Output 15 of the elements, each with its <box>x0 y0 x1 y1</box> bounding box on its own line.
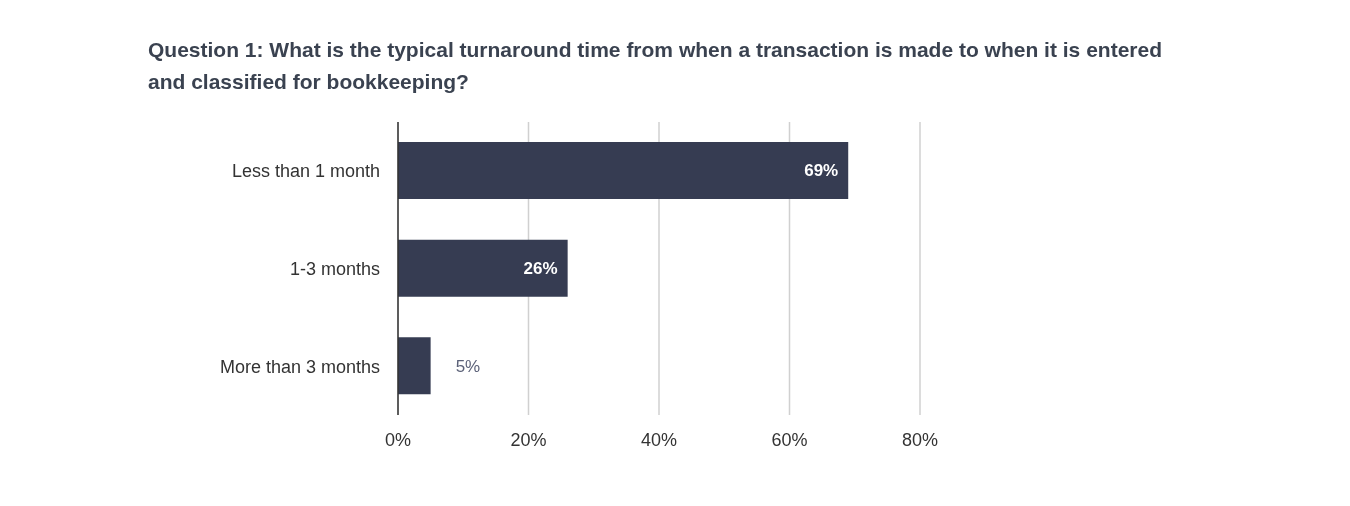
x-tick-label: 80% <box>901 429 939 450</box>
bar <box>398 239 568 297</box>
bar <box>398 142 849 199</box>
y-tick-label: Less than 1 month <box>231 161 380 182</box>
chart-title: Question 1: What is the typical turnaround time from when a transaction is made to when it is entered and classified for bookkeeping? <box>148 37 1163 95</box>
data-label: 26% <box>523 259 558 279</box>
data-label: 5% <box>455 356 481 376</box>
x-tick-label: 40% <box>640 429 678 450</box>
y-tick-label: More than 3 months <box>219 356 380 377</box>
bar <box>398 337 431 395</box>
data-label: 69% <box>804 161 839 181</box>
x-tick-label: 60% <box>771 429 808 450</box>
x-tick-label: 0% <box>384 429 412 450</box>
y-tick-label: 1-3 months <box>289 258 380 279</box>
x-tick-label: 20% <box>510 429 547 450</box>
